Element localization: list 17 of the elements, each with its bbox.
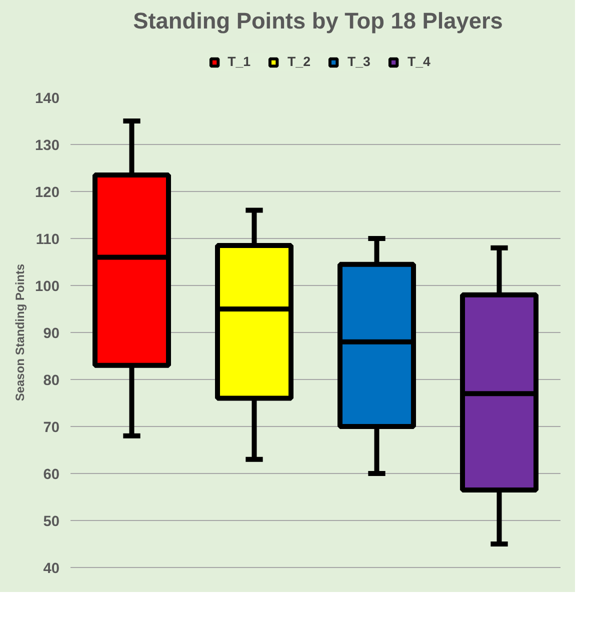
y-tick-label: 140 — [35, 91, 60, 107]
y-tick-label: 40 — [43, 561, 60, 577]
y-tick-label: 110 — [36, 232, 60, 248]
chart-title: Standing Points by Top 18 Players — [133, 8, 503, 34]
y-axis-title: Season Standing Points — [13, 264, 28, 402]
y-tick-label: 70 — [43, 420, 60, 436]
y-tick-label: 50 — [43, 514, 60, 530]
legend-label: T_4 — [407, 54, 430, 69]
y-tick-label: 120 — [35, 185, 60, 201]
legend-label: T_3 — [348, 54, 370, 69]
legend-label: T_2 — [288, 54, 310, 69]
y-tick-label: 100 — [35, 279, 60, 295]
y-tick-label: 80 — [43, 373, 60, 389]
y-tick-label: 60 — [43, 467, 60, 483]
y-tick-label: 90 — [43, 326, 60, 342]
legend-label: T_1 — [228, 54, 251, 69]
y-tick-label: 130 — [35, 138, 60, 154]
